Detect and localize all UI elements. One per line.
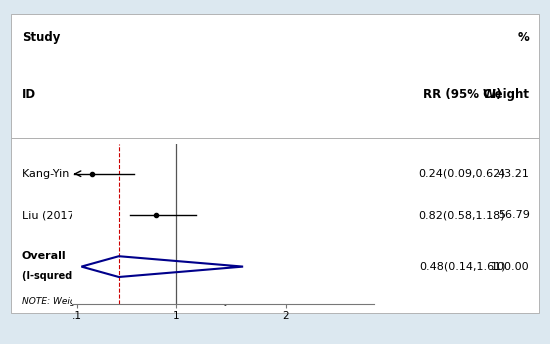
Text: (I-squred=82.1%, p=0.018): (I-squred=82.1%, p=0.018): [22, 271, 172, 281]
Text: Weight: Weight: [483, 88, 530, 101]
Text: 0.82(0.58,1.18): 0.82(0.58,1.18): [419, 210, 505, 220]
Bar: [11, 138, 539, 313]
Text: NOTE: Weights are from random effects analysis: NOTE: Weights are from random effects an…: [22, 297, 242, 305]
Text: RR (95% CI): RR (95% CI): [423, 88, 501, 101]
Text: 43.21: 43.21: [498, 169, 530, 179]
Text: Study: Study: [22, 31, 61, 44]
Text: Liu (2017): Liu (2017): [22, 210, 79, 220]
Bar: [11, 14, 539, 138]
Text: 0.24(0.09,0.62): 0.24(0.09,0.62): [419, 169, 505, 179]
Text: ID: ID: [22, 88, 36, 101]
Text: Overall: Overall: [22, 251, 67, 261]
Text: Kang-Yin (2012): Kang-Yin (2012): [22, 169, 110, 179]
Text: 56.79: 56.79: [498, 210, 530, 220]
Text: %: %: [518, 31, 530, 44]
Text: 0.48(0.14,1.61): 0.48(0.14,1.61): [419, 261, 505, 272]
Text: 100.00: 100.00: [491, 261, 530, 272]
